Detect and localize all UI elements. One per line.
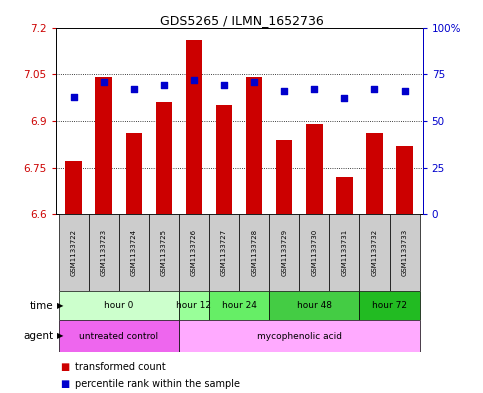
- Bar: [336, 177, 353, 214]
- Text: time: time: [29, 301, 53, 310]
- Text: mycophenolic acid: mycophenolic acid: [257, 332, 342, 340]
- Text: GSM1133723: GSM1133723: [100, 229, 107, 276]
- Point: [280, 88, 288, 94]
- Text: GSM1133728: GSM1133728: [251, 229, 257, 276]
- Bar: [246, 77, 262, 214]
- Bar: [179, 214, 209, 291]
- Bar: [65, 161, 82, 214]
- Bar: [366, 133, 383, 214]
- Point: [341, 95, 348, 101]
- Text: GSM1133725: GSM1133725: [161, 229, 167, 276]
- Point: [100, 79, 108, 85]
- Text: ■: ■: [60, 362, 70, 373]
- Bar: [89, 214, 119, 291]
- Text: hour 12: hour 12: [176, 301, 212, 310]
- Point: [130, 86, 138, 92]
- Text: GSM1133727: GSM1133727: [221, 229, 227, 276]
- Bar: [156, 102, 172, 214]
- Text: GSM1133729: GSM1133729: [281, 229, 287, 276]
- Text: GSM1133730: GSM1133730: [312, 229, 317, 276]
- Text: transformed count: transformed count: [75, 362, 166, 373]
- Bar: [306, 124, 323, 214]
- Point: [401, 88, 409, 94]
- Text: GSM1133733: GSM1133733: [401, 229, 408, 276]
- Text: ■: ■: [60, 379, 70, 389]
- Point: [311, 86, 318, 92]
- Point: [70, 94, 77, 100]
- Text: hour 48: hour 48: [297, 301, 332, 310]
- Text: GSM1133724: GSM1133724: [131, 229, 137, 276]
- Text: hour 72: hour 72: [372, 301, 407, 310]
- Text: percentile rank within the sample: percentile rank within the sample: [75, 379, 240, 389]
- Bar: [359, 214, 389, 291]
- Bar: [119, 214, 149, 291]
- Bar: [299, 214, 329, 291]
- Bar: [396, 146, 413, 214]
- Bar: [179, 320, 420, 352]
- Point: [250, 79, 258, 85]
- Bar: [58, 291, 179, 320]
- Text: ▶: ▶: [57, 301, 63, 310]
- Point: [370, 86, 378, 92]
- Text: GDS5265 / ILMN_1652736: GDS5265 / ILMN_1652736: [159, 14, 324, 27]
- Bar: [179, 291, 209, 320]
- Bar: [216, 105, 232, 214]
- Text: untreated control: untreated control: [79, 332, 158, 340]
- Bar: [329, 214, 359, 291]
- Bar: [149, 214, 179, 291]
- Text: ▶: ▶: [57, 332, 63, 340]
- Bar: [276, 140, 293, 214]
- Point: [190, 77, 198, 83]
- Text: hour 0: hour 0: [104, 301, 133, 310]
- Bar: [269, 214, 299, 291]
- Point: [160, 82, 168, 88]
- Bar: [96, 77, 112, 214]
- Text: GSM1133726: GSM1133726: [191, 229, 197, 276]
- Bar: [58, 214, 89, 291]
- Bar: [269, 291, 359, 320]
- Bar: [58, 320, 179, 352]
- Bar: [359, 291, 420, 320]
- Bar: [239, 214, 269, 291]
- Bar: [209, 291, 269, 320]
- Bar: [185, 40, 202, 214]
- Text: GSM1133731: GSM1133731: [341, 229, 347, 276]
- Text: GSM1133732: GSM1133732: [371, 229, 378, 276]
- Text: agent: agent: [23, 331, 53, 341]
- Text: hour 24: hour 24: [222, 301, 256, 310]
- Bar: [126, 133, 142, 214]
- Point: [220, 82, 228, 88]
- Bar: [209, 214, 239, 291]
- Bar: [389, 214, 420, 291]
- Text: GSM1133722: GSM1133722: [71, 229, 77, 276]
